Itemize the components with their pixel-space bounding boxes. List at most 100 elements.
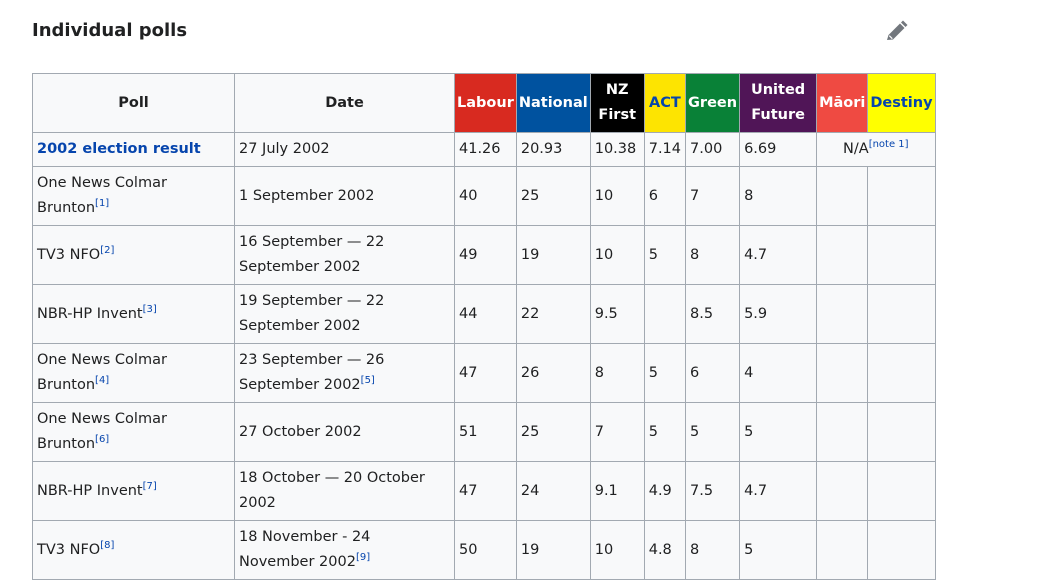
polls-table: Poll Date Labour National NZ First ACT Green U… bbox=[32, 73, 936, 580]
table-row-election-result: 2002 election result 27 July 2002 41.26 2… bbox=[32, 132, 936, 167]
value-national: 26 bbox=[515, 343, 591, 403]
result-poll-cell: 2002 election result bbox=[32, 132, 235, 167]
value-green: 8 bbox=[685, 520, 741, 580]
value-act: 6 bbox=[643, 166, 687, 226]
date-cell: 23 September — 26 September 2002[5] bbox=[234, 343, 455, 403]
pollster-name: NBR-HP Invent bbox=[37, 482, 143, 499]
citation-link[interactable]: [4] bbox=[95, 375, 110, 387]
value-united-future: 4 bbox=[739, 343, 818, 403]
empty-cell bbox=[867, 461, 936, 521]
value-national: 25 bbox=[515, 166, 591, 226]
table-header-row: Poll Date Labour National NZ First ACT Green U… bbox=[32, 73, 936, 133]
header-party-united-future[interactable]: United Future bbox=[739, 73, 818, 133]
value-united-future: 5 bbox=[739, 402, 818, 462]
value-national: 24 bbox=[515, 461, 591, 521]
header-party-nz-first[interactable]: NZ First bbox=[589, 73, 645, 133]
citation-link[interactable]: [3] bbox=[142, 303, 157, 315]
pollster-name: TV3 NFO bbox=[37, 541, 101, 558]
header-party-labour[interactable]: Labour bbox=[454, 73, 517, 133]
citation-link[interactable]: [1] bbox=[95, 198, 110, 210]
party-label: Labour bbox=[457, 94, 514, 111]
header-party-maori[interactable]: Māori bbox=[816, 73, 869, 133]
poll-date: 19 September — 22 September 2002 bbox=[239, 293, 385, 334]
empty-cell bbox=[867, 343, 936, 403]
table-row: TV3 NFO[8] 18 November - 24 November 2002… bbox=[32, 520, 936, 580]
pollster-name: One News Colmar Brunton bbox=[37, 411, 167, 452]
value-united-future: 4.7 bbox=[739, 461, 818, 521]
value-national: 19 bbox=[515, 225, 591, 285]
date-cell: 18 November - 24 November 2002[9] bbox=[234, 520, 455, 580]
value-labour: 40 bbox=[454, 166, 517, 226]
result-value-national: 20.93 bbox=[515, 132, 591, 167]
party-label: National bbox=[518, 94, 588, 111]
value-labour: 49 bbox=[454, 225, 517, 285]
header-party-destiny[interactable]: Destiny bbox=[867, 73, 936, 133]
citation-link[interactable]: [7] bbox=[142, 480, 157, 492]
poll-date: 18 October — 20 October 2002 bbox=[239, 470, 425, 511]
poll-date: 27 October 2002 bbox=[239, 423, 362, 440]
citation-link[interactable]: [9] bbox=[355, 552, 371, 564]
section-heading: Individual polls bbox=[32, 20, 188, 41]
empty-cell bbox=[816, 284, 869, 344]
value-act: 5 bbox=[643, 225, 687, 285]
value-labour: 47 bbox=[454, 461, 517, 521]
poll-cell: One News Colmar Brunton[6] bbox=[32, 402, 235, 462]
header-party-green[interactable]: Green bbox=[685, 73, 741, 133]
result-value-act: 7.14 bbox=[643, 132, 687, 167]
empty-cell bbox=[816, 520, 869, 580]
value-united-future: 5.9 bbox=[739, 284, 818, 344]
pollster-name: One News Colmar Brunton bbox=[37, 352, 167, 393]
value-labour: 50 bbox=[454, 520, 517, 580]
result-na-cell: N/A[note 1] bbox=[816, 132, 936, 167]
table-row: NBR-HP Invent[7] 18 October — 20 October … bbox=[32, 461, 936, 521]
date-cell: 27 October 2002 bbox=[234, 402, 455, 462]
na-text: N/A bbox=[843, 141, 869, 157]
poll-cell: NBR-HP Invent[3] bbox=[32, 284, 235, 344]
value-green: 5 bbox=[685, 402, 741, 462]
party-label: United bbox=[750, 82, 806, 98]
date-cell: 18 October — 20 October 2002 bbox=[234, 461, 455, 521]
table-row: One News Colmar Brunton[4] 23 September —… bbox=[32, 343, 936, 403]
party-label: NZ bbox=[605, 82, 629, 98]
election-result-link[interactable]: 2002 election result bbox=[37, 141, 201, 157]
party-label: First bbox=[598, 107, 637, 123]
poll-cell: TV3 NFO[8] bbox=[32, 520, 235, 580]
edit-pencil-icon[interactable] bbox=[883, 19, 909, 45]
citation-link[interactable]: [2] bbox=[100, 244, 115, 256]
value-nz-first: 8 bbox=[589, 343, 645, 403]
result-value-united-future: 6.69 bbox=[739, 132, 818, 167]
result-value-nz-first: 10.38 bbox=[589, 132, 645, 167]
poll-date: 18 November - 24 November 2002 bbox=[239, 529, 371, 570]
value-act bbox=[643, 284, 687, 344]
empty-cell bbox=[816, 402, 869, 462]
value-national: 25 bbox=[515, 402, 591, 462]
table-row: One News Colmar Brunton[1] 1 September 20… bbox=[32, 166, 936, 226]
citation-link[interactable]: [5] bbox=[360, 375, 375, 387]
value-green: 6 bbox=[685, 343, 741, 403]
value-act: 4.8 bbox=[643, 520, 687, 580]
party-label: Māori bbox=[819, 94, 866, 111]
table-row: TV3 NFO[2] 16 September — 22 September 20… bbox=[32, 225, 936, 285]
value-labour: 47 bbox=[454, 343, 517, 403]
value-act: 4.9 bbox=[643, 461, 687, 521]
citation-link[interactable]: [6] bbox=[95, 434, 110, 446]
party-label: Green bbox=[688, 94, 738, 111]
date-cell: 16 September — 22 September 2002 bbox=[234, 225, 455, 285]
citation-link[interactable]: [8] bbox=[100, 539, 115, 551]
header-party-national[interactable]: National bbox=[515, 73, 591, 133]
value-nz-first: 10 bbox=[589, 520, 645, 580]
note-reference-link[interactable]: [note 1] bbox=[868, 139, 909, 151]
poll-cell: TV3 NFO[2] bbox=[32, 225, 235, 285]
pollster-name: One News Colmar Brunton bbox=[37, 175, 167, 216]
poll-cell: One News Colmar Brunton[1] bbox=[32, 166, 235, 226]
result-value-labour: 41.26 bbox=[454, 132, 517, 167]
date-cell: 19 September — 22 September 2002 bbox=[234, 284, 455, 344]
value-act: 5 bbox=[643, 343, 687, 403]
party-label: Future bbox=[751, 107, 805, 123]
empty-cell bbox=[867, 284, 936, 344]
value-green: 7.5 bbox=[685, 461, 741, 521]
value-national: 19 bbox=[515, 520, 591, 580]
header-party-act[interactable]: ACT bbox=[643, 73, 687, 133]
value-united-future: 5 bbox=[739, 520, 818, 580]
party-label: ACT bbox=[648, 94, 681, 111]
